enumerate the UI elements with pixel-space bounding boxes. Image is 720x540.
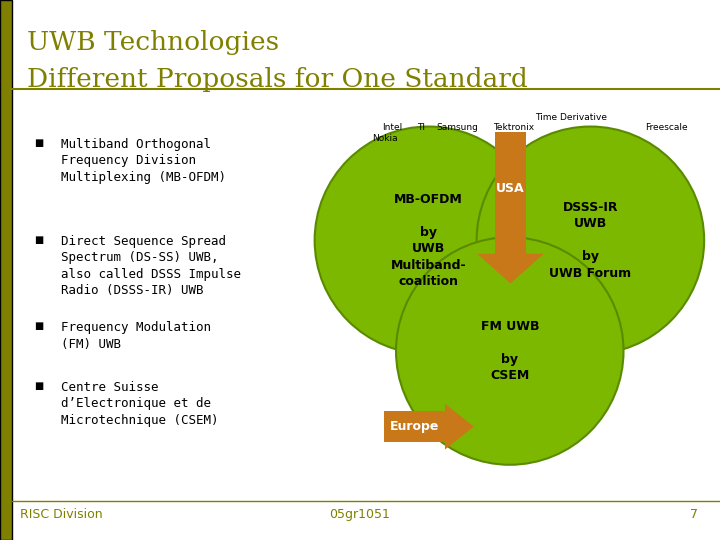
- Text: Direct Sequence Spread
Spectrum (DS-SS) UWB,
also called DSSS Impulse
Radio (DSS: Direct Sequence Spread Spectrum (DS-SS) …: [61, 235, 241, 298]
- Text: RISC Division: RISC Division: [20, 508, 103, 521]
- Text: Europe: Europe: [390, 420, 439, 433]
- Text: Centre Suisse
d’Electronique et de
Microtechnique (CSEM): Centre Suisse d’Electronique et de Micro…: [61, 381, 219, 427]
- Text: Tektronix: Tektronix: [492, 123, 534, 132]
- Text: MB-OFDM

by
UWB
Multiband-
coalition: MB-OFDM by UWB Multiband- coalition: [390, 193, 467, 288]
- Text: 05gr1051: 05gr1051: [330, 508, 390, 521]
- Text: TI: TI: [417, 123, 426, 132]
- Text: ■: ■: [35, 321, 44, 332]
- FancyBboxPatch shape: [384, 411, 445, 442]
- Text: ■: ■: [35, 235, 44, 245]
- Text: Freescale: Freescale: [644, 123, 688, 132]
- Polygon shape: [477, 254, 544, 284]
- Polygon shape: [445, 404, 474, 449]
- Text: DSSS-IR
UWB

by
UWB Forum: DSSS-IR UWB by UWB Forum: [549, 201, 631, 280]
- Ellipse shape: [477, 126, 704, 354]
- Text: 7: 7: [690, 508, 698, 521]
- Text: ■: ■: [35, 381, 44, 391]
- Text: UWB Technologies: UWB Technologies: [27, 30, 279, 55]
- Text: FM UWB

by
CSEM: FM UWB by CSEM: [480, 320, 539, 382]
- Text: Intel: Intel: [382, 123, 402, 132]
- Text: Different Proposals for One Standard: Different Proposals for One Standard: [27, 68, 528, 92]
- FancyBboxPatch shape: [0, 0, 12, 540]
- Text: Samsung: Samsung: [436, 123, 478, 132]
- Text: Nokia: Nokia: [372, 134, 398, 143]
- Text: USA: USA: [496, 183, 525, 195]
- Ellipse shape: [315, 126, 542, 354]
- Ellipse shape: [396, 237, 624, 465]
- Text: Frequency Modulation
(FM) UWB: Frequency Modulation (FM) UWB: [61, 321, 211, 351]
- Text: Time Derivative: Time Derivative: [535, 112, 607, 122]
- Polygon shape: [495, 132, 526, 254]
- Text: ■: ■: [35, 138, 44, 148]
- Text: Multiband Orthogonal
Frequency Division
Multiplexing (MB-OFDM): Multiband Orthogonal Frequency Division …: [61, 138, 226, 184]
